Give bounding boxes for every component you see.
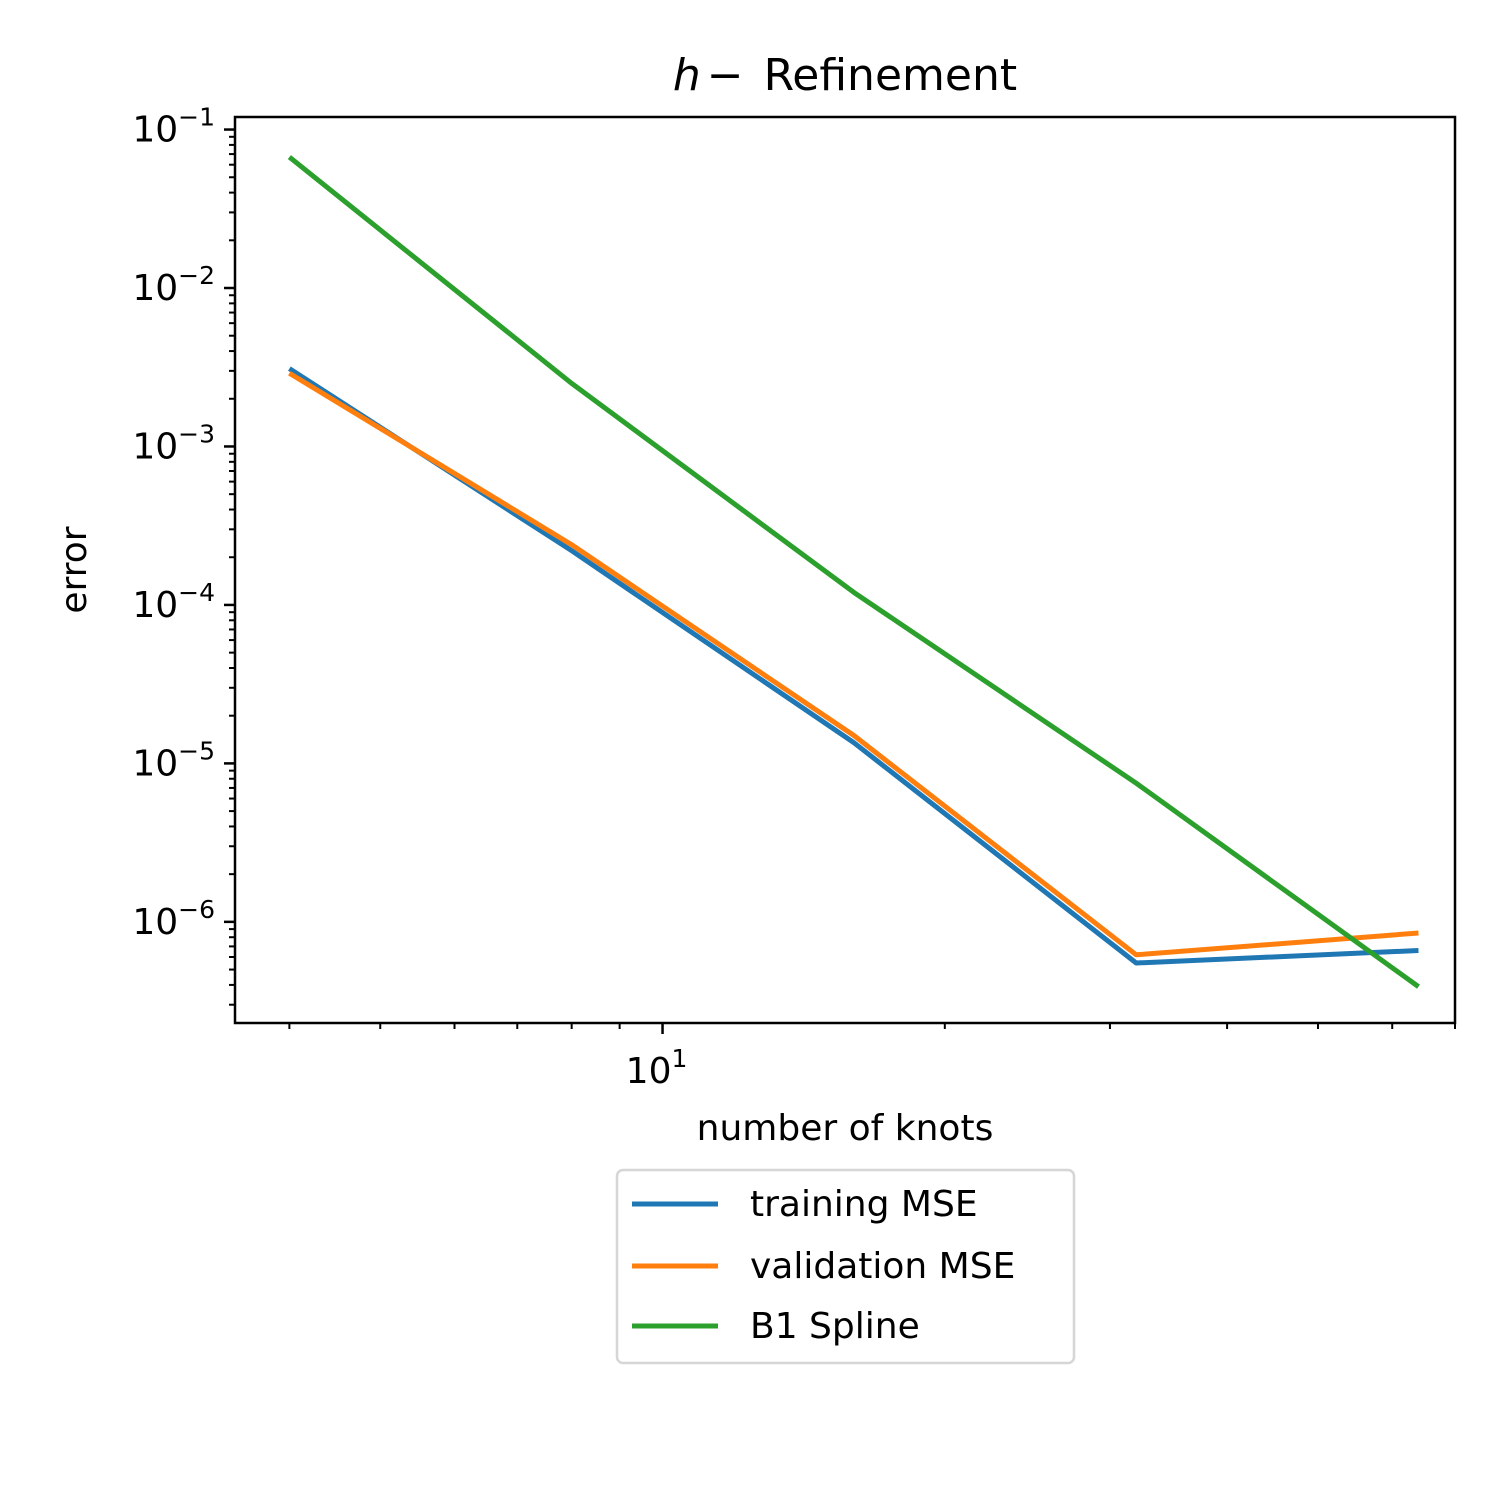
y-tick-label: 10−6	[132, 895, 215, 943]
chart-title: h − Refinement	[673, 50, 1017, 101]
legend-label-2: B1 Spline	[750, 1306, 920, 1347]
x-axis-label: number of knots	[697, 1108, 994, 1149]
series-layer	[287, 155, 1420, 989]
plot-frame	[233, 115, 1457, 1025]
y-tick-label: 10−5	[132, 736, 215, 784]
chart-title-dash: −	[707, 50, 744, 101]
legend-box	[615, 1168, 1076, 1365]
y-tick-label: 10−3	[132, 419, 215, 467]
series-line-2	[287, 155, 1420, 989]
x-tick-label-exponent: 1	[671, 1044, 687, 1073]
legend-entries: training MSE validation MSE B1 Spline	[632, 1184, 1015, 1347]
y-tick-label: 10−1	[132, 103, 215, 151]
y-tick-label: 10−4	[132, 578, 215, 626]
chart-title-text: Refinement	[764, 50, 1017, 101]
legend-label-1: validation MSE	[750, 1246, 1015, 1287]
y-tick-label-exponent: −5	[178, 736, 215, 765]
y-tick-label-base: 10	[132, 902, 178, 943]
y-tick-label-base: 10	[132, 585, 178, 626]
y-tick-label-base: 10	[132, 110, 178, 151]
series-2	[287, 155, 1420, 989]
y-tick-label-base: 10	[132, 426, 178, 467]
y-tick-label-exponent: −1	[178, 103, 215, 132]
y-tick-label-exponent: −4	[178, 578, 215, 607]
y-tick-label-base: 10	[132, 268, 178, 309]
y-tick-label-base: 10	[132, 743, 178, 784]
legend: training MSE validation MSE B1 Spline	[615, 1168, 1076, 1365]
y-tick-label: 10−2	[132, 261, 215, 309]
y-tick-label-exponent: −6	[178, 895, 215, 924]
x-tick-label: 101	[626, 1044, 688, 1092]
legend-label-0: training MSE	[750, 1184, 978, 1225]
y-tick-label-exponent: −3	[178, 419, 215, 448]
y-tick-label-exponent: −2	[178, 261, 215, 290]
y-axis-label: error	[54, 526, 95, 613]
chart-title-variable: h	[673, 50, 701, 101]
legend-entry-2: B1 Spline	[632, 1306, 920, 1347]
legend-entry-0: training MSE	[632, 1184, 978, 1225]
series-1	[288, 371, 1419, 958]
series-line-1	[288, 371, 1419, 958]
x-tick-label-base: 10	[626, 1051, 672, 1092]
legend-entry-1: validation MSE	[632, 1246, 1015, 1287]
